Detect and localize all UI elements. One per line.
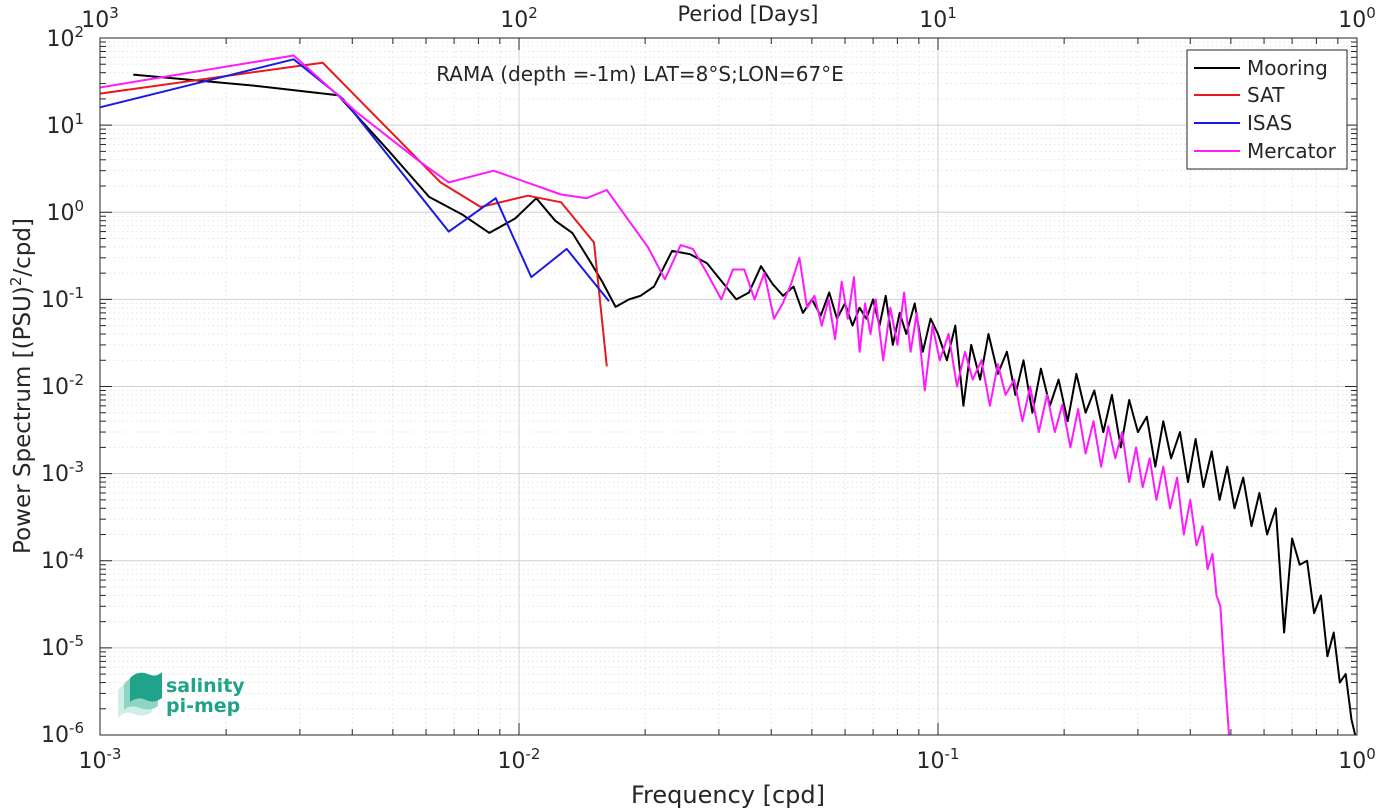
- y-tick-label: 10-2: [41, 371, 84, 400]
- legend-label: ISAS: [1247, 111, 1292, 135]
- series-layer: [99, 54, 1357, 736]
- top-tick-label: 102: [500, 4, 538, 33]
- top-axis-label: Period [Days]: [678, 2, 819, 26]
- y-tick-label: 10-6: [41, 719, 84, 748]
- x-axis-label: Frequency [cpd]: [631, 781, 825, 809]
- y-tick-label: 10-4: [41, 545, 84, 574]
- x-tick-label: 10-1: [917, 745, 960, 774]
- tick-marks: [99, 37, 1358, 736]
- y-tick-label: 101: [46, 110, 84, 139]
- x-tick-label: 10-3: [79, 745, 122, 774]
- y-tick-label: 10-3: [41, 458, 84, 487]
- x-tick-label: 10-2: [498, 745, 541, 774]
- y-tick-label: 102: [46, 23, 84, 52]
- series-line-mercator: [99, 54, 1230, 736]
- series-line-isas: [99, 58, 610, 302]
- logo-text-line2: pi-mep: [166, 695, 240, 717]
- y-tick-label: 10-1: [41, 284, 84, 313]
- legend-box: [1186, 49, 1348, 170]
- legend-label: Mercator: [1247, 139, 1337, 163]
- minor-grid: [100, 38, 1357, 735]
- legend-label: SAT: [1247, 83, 1285, 107]
- logo-text-line1: salinity: [166, 675, 245, 697]
- top-tick-label: 100: [1338, 4, 1376, 33]
- chart-title: RAMA (depth =-1m) LAT=8°S;LON=67°E: [436, 62, 844, 86]
- top-tick-label: 101: [919, 4, 957, 33]
- y-tick-label: 10-5: [41, 632, 84, 661]
- series-line-mooring: [133, 73, 1357, 736]
- wave-layers-icon: [118, 672, 162, 718]
- top-tick-label: 103: [81, 4, 119, 33]
- x-tick-label: 100: [1338, 745, 1376, 774]
- legend: Mooring SAT ISAS Mercator: [1186, 49, 1348, 170]
- legend-label: Mooring: [1247, 56, 1328, 80]
- y-axis-label: Power Spectrum [(PSU)2/cpd]: [7, 218, 36, 554]
- salinity-pi-mep-logo: salinity pi-mep: [118, 672, 245, 718]
- y-tick-label: 100: [46, 197, 84, 226]
